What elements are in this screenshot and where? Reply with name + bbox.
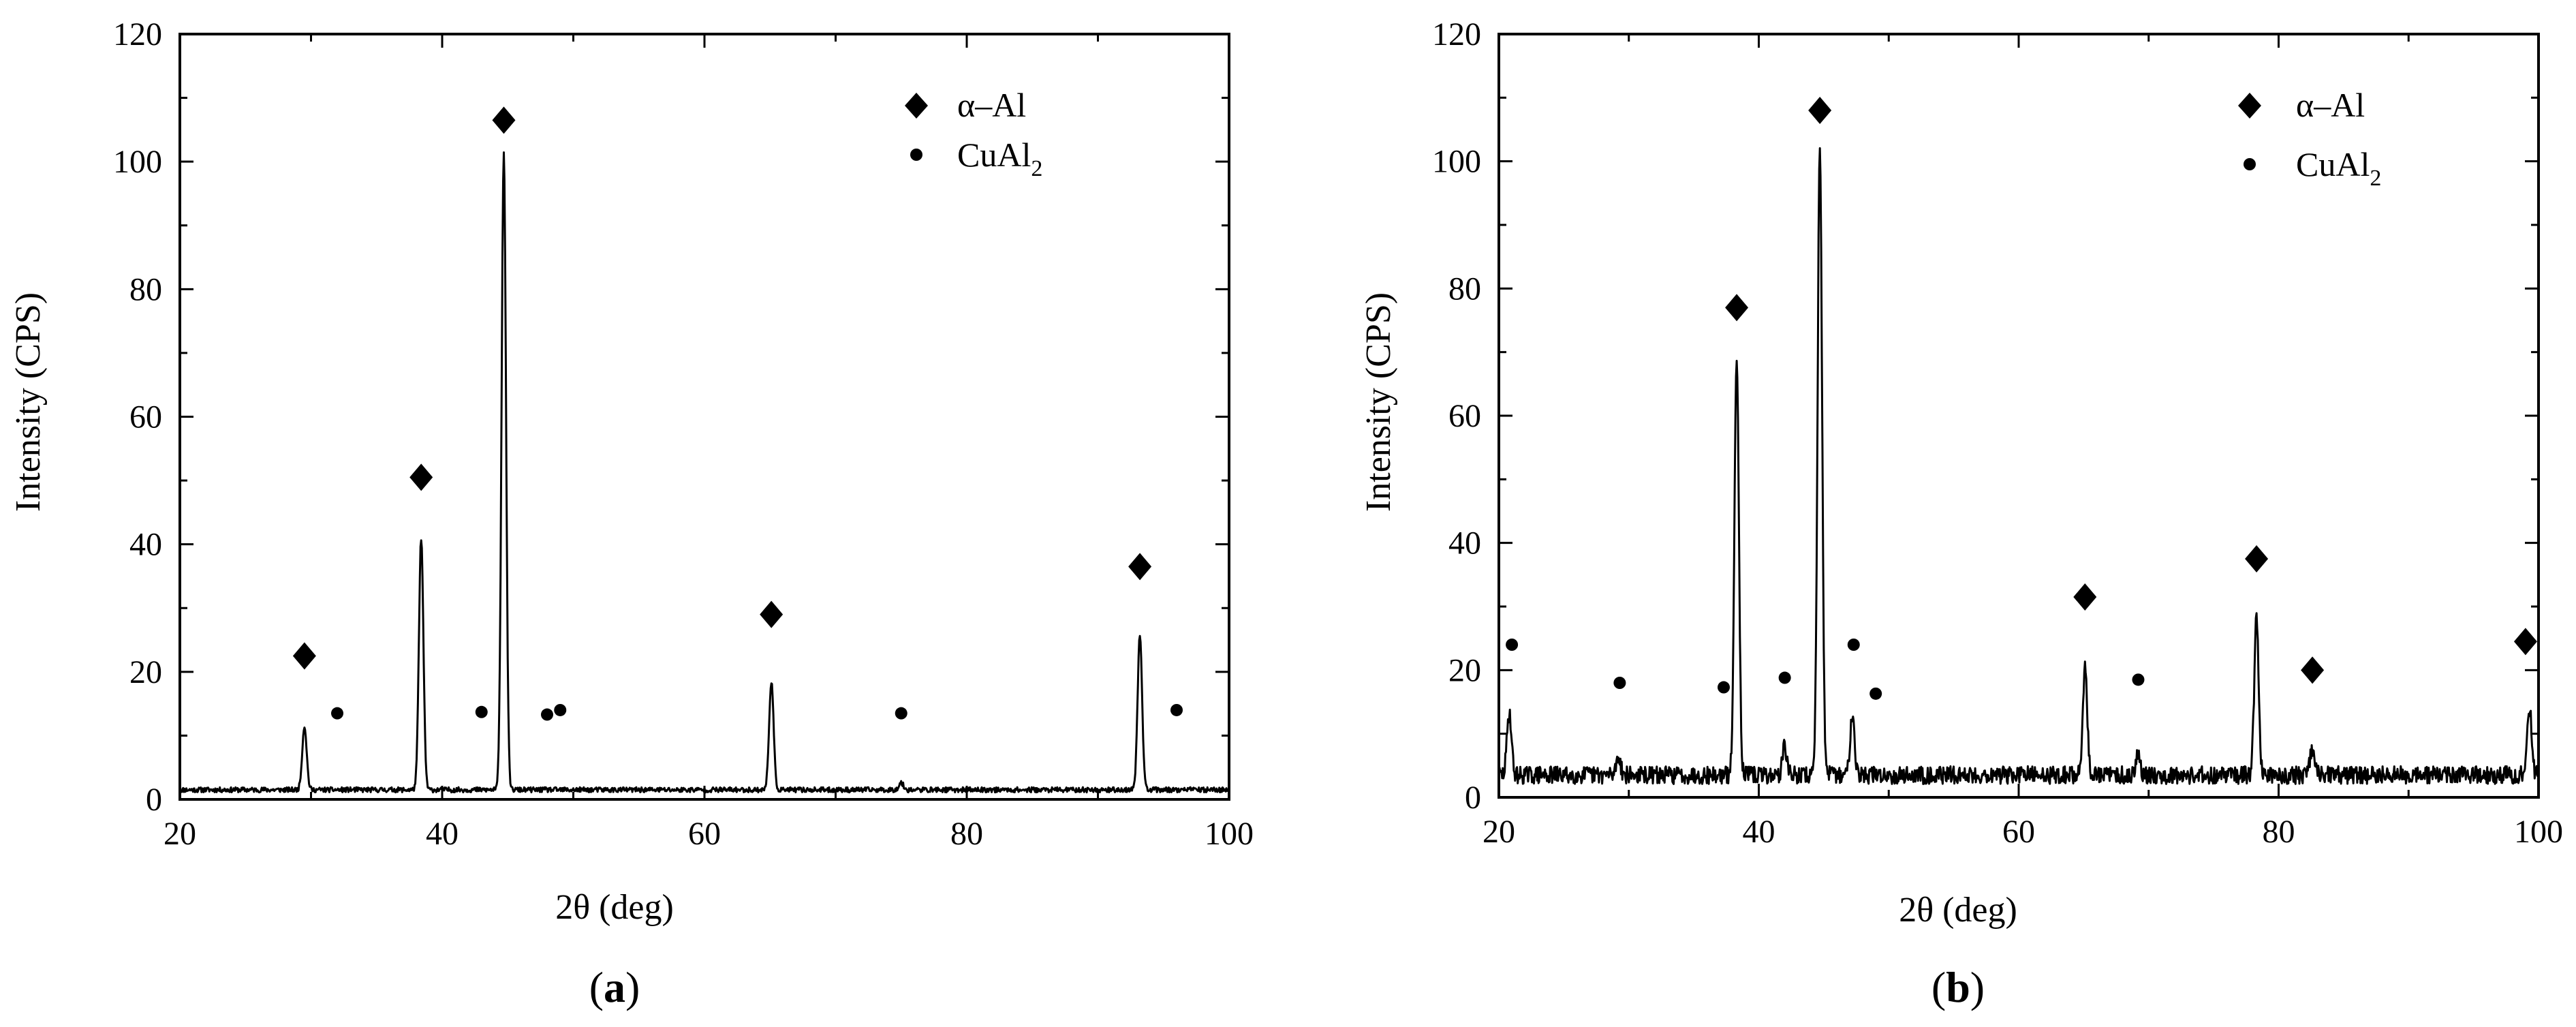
- x-tick-label: 20: [164, 816, 196, 852]
- y-tick-label: 80: [129, 271, 162, 307]
- y-axis-title: Intensity (CPS): [9, 292, 48, 512]
- y-tick-label: 60: [1448, 398, 1481, 434]
- legend: α–Al CuAl2: [905, 86, 1042, 181]
- x-tick-label: 60: [2002, 814, 2035, 850]
- panel-label-a: (a): [589, 963, 640, 1011]
- alpha-al-diamond-marker: [1128, 553, 1152, 581]
- chart-panel-b: Intensity (CPS) 2θ (deg) 020406080100120…: [1359, 16, 2563, 1011]
- cual2-dot-marker: [1778, 671, 1791, 684]
- legend-alpha-al-label: α–Al: [2296, 86, 2365, 124]
- plot-frame: [1498, 33, 2540, 799]
- cual2-dot-marker: [2132, 673, 2145, 686]
- alpha-al-diamond-marker: [1808, 97, 1832, 124]
- plot-frame: [179, 33, 1230, 801]
- x-tick-label: 60: [688, 816, 721, 852]
- y-tick-label: 100: [1432, 144, 1481, 180]
- alpha-al-diamond-marker: [760, 600, 783, 628]
- cual2-dot-marker: [1717, 681, 1730, 694]
- y-tick-label: 20: [1448, 652, 1481, 688]
- x-axis-title: 2θ (deg): [555, 888, 674, 927]
- y-tick-label: 40: [1448, 525, 1481, 562]
- x-tick-label: 20: [1483, 814, 1515, 850]
- alpha-al-diamond-marker: [2513, 628, 2537, 656]
- y-tick-label: 120: [1432, 16, 1481, 52]
- x-ticks: 20 40 60 80 100: [1483, 34, 2563, 850]
- legend-diamond-icon: [2238, 93, 2261, 119]
- y-tick-label: 0: [1465, 780, 1481, 816]
- cual2-markers: [331, 703, 1183, 721]
- chart-panel-a: Intensity (CPS) 2θ (deg) 020406080100120…: [9, 16, 1254, 1011]
- y-tick-label: 60: [129, 399, 162, 435]
- cual2-dot-marker: [1847, 639, 1860, 651]
- cual2-dot-marker: [475, 705, 488, 718]
- y-ticks: 0 20 40 60 80 100 120: [1432, 16, 2539, 816]
- cual2-dot-marker: [1506, 639, 1519, 651]
- xrd-pattern-line: [1498, 147, 2540, 785]
- alpha-al-diamond-marker: [2073, 583, 2097, 611]
- legend-alpha-al-label: α–Al: [957, 86, 1026, 124]
- legend-cual2-label: CuAl2: [2296, 145, 2381, 191]
- x-ticks: 20 40 60 80 100: [164, 34, 1254, 852]
- legend-dot-icon: [2244, 158, 2256, 170]
- cual2-dot-marker: [541, 708, 553, 721]
- x-tick-label: 100: [2514, 814, 2563, 850]
- alpha-al-diamond-marker: [2301, 656, 2325, 684]
- alpha-al-diamond-marker: [492, 106, 516, 134]
- cual2-dot-marker: [895, 707, 907, 720]
- y-tick-label: 100: [113, 144, 162, 180]
- xrd-pattern-line: [179, 151, 1230, 794]
- y-ticks: 0 20 40 60 80 100 120: [113, 16, 1229, 818]
- alpha-al-diamond-marker: [2245, 545, 2269, 572]
- y-tick-label: 120: [113, 16, 162, 52]
- alpha-al-markers: [1725, 97, 2537, 684]
- x-tick-label: 80: [950, 816, 983, 852]
- cual2-dot-marker: [1613, 677, 1626, 689]
- xrd-pattern-series: [179, 151, 1230, 794]
- legend-cual2-label: CuAl2: [957, 136, 1042, 181]
- xrd-pattern-series: [1498, 147, 2540, 785]
- legend: α–Al CuAl2: [2238, 86, 2381, 191]
- alpha-al-diamond-marker: [409, 463, 433, 491]
- panel-label-b: (b): [1931, 963, 1985, 1011]
- cual2-dot-marker: [1869, 687, 1882, 700]
- cual2-dot-marker: [1170, 703, 1183, 716]
- y-tick-label: 20: [129, 654, 162, 690]
- cual2-markers: [1506, 639, 2145, 700]
- legend-dot-icon: [910, 149, 922, 161]
- alpha-al-markers: [292, 106, 1152, 670]
- legend-diamond-icon: [905, 93, 928, 119]
- y-tick-label: 80: [1448, 271, 1481, 307]
- alpha-al-diamond-marker: [1725, 294, 1749, 322]
- x-tick-label: 40: [426, 816, 459, 852]
- x-tick-label: 80: [2263, 814, 2295, 850]
- y-tick-label: 0: [146, 782, 162, 818]
- alpha-al-diamond-marker: [292, 642, 316, 670]
- x-axis-title: 2θ (deg): [1899, 891, 2017, 930]
- x-tick-label: 100: [1205, 816, 1254, 852]
- cual2-dot-marker: [554, 703, 567, 716]
- x-tick-label: 40: [1743, 814, 1775, 850]
- y-axis-title: Intensity (CPS): [1359, 292, 1398, 512]
- cual2-dot-marker: [331, 707, 343, 720]
- y-tick-label: 40: [129, 527, 162, 563]
